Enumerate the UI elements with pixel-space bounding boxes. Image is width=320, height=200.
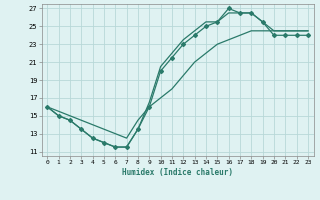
X-axis label: Humidex (Indice chaleur): Humidex (Indice chaleur) — [122, 168, 233, 177]
